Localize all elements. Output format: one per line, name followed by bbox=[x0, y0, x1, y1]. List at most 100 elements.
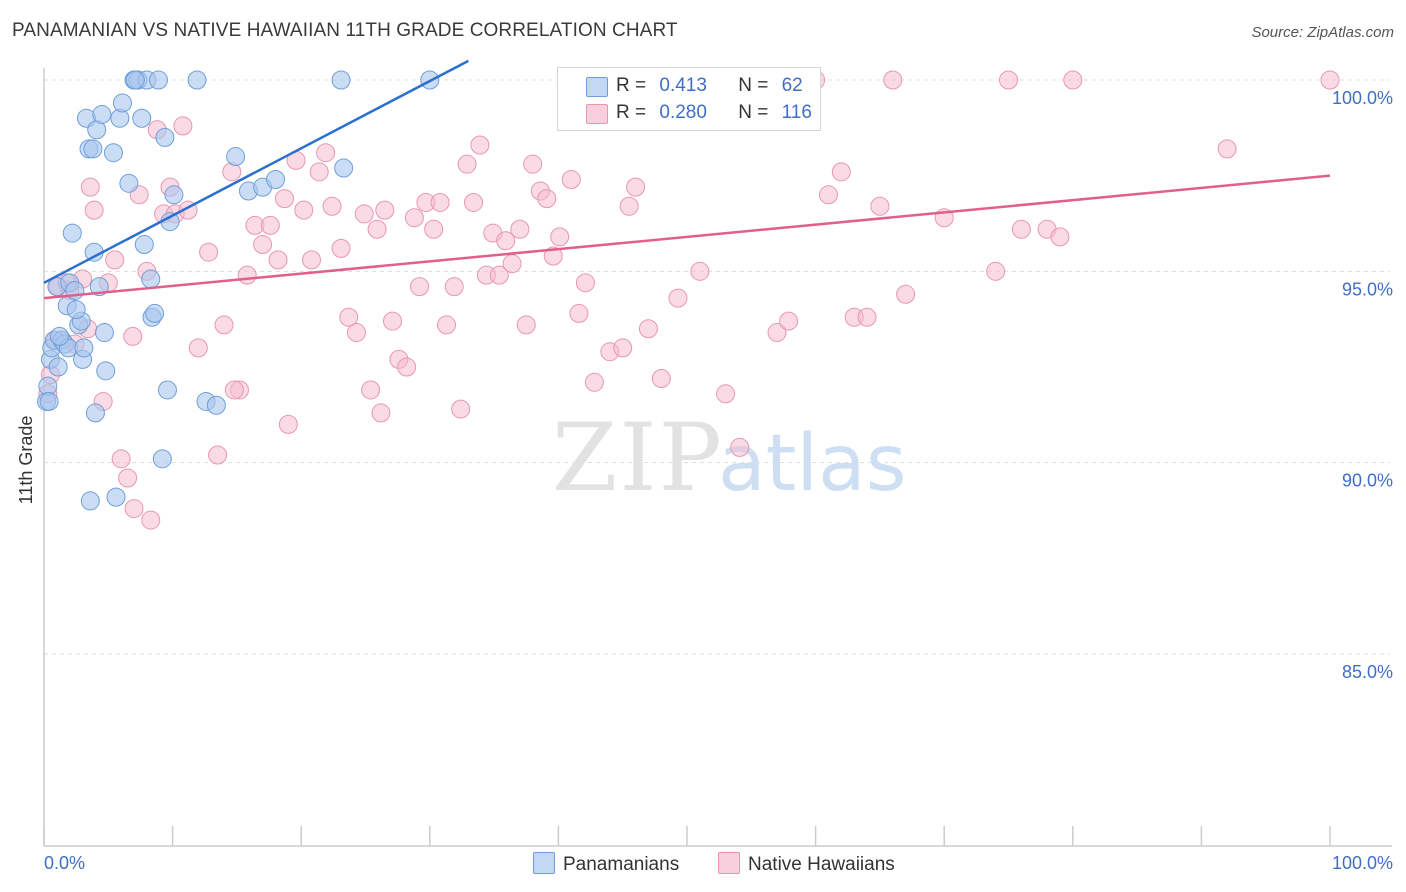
native-hawaiians-point-116 bbox=[123, 326, 143, 346]
native-hawaiians-point-49 bbox=[361, 380, 381, 400]
native-hawaiians-point-65 bbox=[470, 135, 490, 155]
panamanians-point-55 bbox=[334, 158, 354, 178]
native-hawaiians-point-13 bbox=[105, 250, 125, 270]
native-hawaiians-point-43 bbox=[316, 143, 336, 163]
series-panamanians bbox=[37, 70, 440, 511]
panamanians-point-32 bbox=[119, 173, 139, 193]
source-label: Source: ZipAtlas.com bbox=[1251, 24, 1394, 41]
legend-n-value-2: 116 bbox=[781, 102, 812, 123]
native-hawaiians-point-89 bbox=[690, 261, 710, 281]
native-hawaiians-point-118 bbox=[371, 403, 391, 423]
native-hawaiians-point-110 bbox=[999, 70, 1018, 90]
panamanians-point-59 bbox=[66, 300, 86, 320]
panamanians-point-19 bbox=[80, 491, 100, 511]
native-hawaiians-point-59 bbox=[430, 192, 450, 212]
chart-title: PANAMANIAN VS NATIVE HAWAIIAN 11TH GRADE… bbox=[12, 20, 678, 41]
legend-swatch-pink bbox=[586, 104, 608, 124]
native-hawaiians-point-14 bbox=[111, 449, 131, 469]
native-hawaiians-point-94 bbox=[779, 311, 799, 331]
native-hawaiians-point-36 bbox=[268, 250, 288, 270]
native-hawaiians-point-52 bbox=[383, 311, 403, 331]
native-hawaiians-point-75 bbox=[537, 189, 557, 209]
panamanians-point-53 bbox=[265, 169, 285, 189]
native-hawaiians-point-69 bbox=[496, 231, 516, 251]
panamanians-point-47 bbox=[187, 70, 207, 90]
native-hawaiians-point-45 bbox=[331, 238, 351, 258]
panamanians-point-50 bbox=[226, 147, 246, 167]
native-hawaiians-point-56 bbox=[410, 277, 430, 297]
native-hawaiians-point-46 bbox=[339, 307, 359, 327]
native-hawaiians-point-47 bbox=[346, 323, 366, 343]
native-hawaiians-point-108 bbox=[1217, 139, 1237, 159]
native-hawaiians-point-9 bbox=[80, 177, 100, 197]
legend-swatch-panamanians bbox=[533, 852, 555, 874]
native-hawaiians-point-42 bbox=[309, 162, 329, 182]
native-hawaiians-point-55 bbox=[404, 208, 424, 228]
native-hawaiians-point-51 bbox=[375, 200, 395, 220]
y-tick-label-1: 90.0% bbox=[1342, 471, 1393, 491]
native-hawaiians-point-54 bbox=[397, 357, 417, 377]
grid-lines bbox=[44, 79, 1390, 655]
panamanians-point-40 bbox=[145, 303, 165, 323]
native-hawaiians-point-37 bbox=[274, 189, 294, 209]
native-hawaiians-point-76 bbox=[543, 246, 563, 266]
native-hawaiians-point-62 bbox=[451, 399, 471, 419]
native-hawaiians-point-68 bbox=[489, 265, 509, 285]
legend-r-label-1: R = bbox=[616, 75, 647, 96]
panamanians-point-29 bbox=[106, 487, 126, 507]
panamanians-point-60 bbox=[74, 338, 94, 358]
native-hawaiians-trend-line bbox=[43, 174, 1331, 300]
panamanians-point-43 bbox=[155, 127, 175, 147]
panamanians-point-20 bbox=[83, 139, 103, 159]
native-hawaiians-point-91 bbox=[730, 437, 750, 457]
legend-swatch-blue bbox=[586, 77, 608, 97]
x-tick-label-1: 100.0% bbox=[1332, 853, 1393, 873]
trend-lines bbox=[43, 59, 1331, 300]
panamanians-point-28 bbox=[103, 143, 123, 163]
legend-r-value-1: 0.413 bbox=[659, 75, 707, 96]
panamanians-point-22 bbox=[85, 403, 105, 423]
legend-n-label-1: N = bbox=[738, 75, 769, 96]
y-tick-label-3: 100.0% bbox=[1332, 88, 1393, 108]
native-hawaiians-point-24 bbox=[173, 116, 193, 136]
native-hawaiians-point-78 bbox=[561, 169, 581, 189]
panamanians-point-44 bbox=[157, 380, 177, 400]
native-hawaiians-point-79 bbox=[569, 303, 589, 323]
legend-n-label-2: N = bbox=[738, 102, 769, 123]
panamanians-point-31 bbox=[112, 93, 132, 113]
panamanians-point-46 bbox=[164, 185, 184, 205]
native-hawaiians-point-101 bbox=[896, 284, 916, 304]
native-hawaiians-point-93 bbox=[767, 323, 787, 343]
native-hawaiians-point-44 bbox=[322, 196, 342, 216]
y-tick-label-2: 95.0% bbox=[1342, 279, 1393, 299]
native-hawaiians-point-71 bbox=[510, 219, 530, 239]
legend-item-panamanians: Panamanians bbox=[533, 852, 679, 876]
panamanians-point-58 bbox=[49, 326, 69, 346]
panamanians-point-12 bbox=[62, 223, 82, 243]
legend-n-value-1: 62 bbox=[781, 75, 803, 96]
native-hawaiians-point-84 bbox=[619, 196, 639, 216]
native-hawaiians-point-16 bbox=[124, 499, 144, 519]
native-hawaiians-point-32 bbox=[237, 265, 257, 285]
native-hawaiians-point-77 bbox=[550, 227, 570, 247]
native-hawaiians-point-40 bbox=[294, 200, 314, 220]
native-hawaiians-point-106 bbox=[1050, 227, 1070, 247]
x-tick-label-0: 0.0% bbox=[44, 853, 85, 873]
panamanians-point-54 bbox=[331, 70, 351, 90]
watermark-atlas: atlas bbox=[718, 419, 907, 509]
native-hawaiians-point-60 bbox=[437, 315, 457, 335]
native-hawaiians-point-99 bbox=[857, 307, 877, 327]
legend-label-native-hawaiians: Native Hawaiians bbox=[748, 854, 895, 875]
panamanians-point-41 bbox=[148, 70, 168, 90]
native-hawaiians-point-63 bbox=[457, 154, 477, 174]
native-hawaiians-point-103 bbox=[986, 261, 1006, 281]
panamanians-point-25 bbox=[92, 104, 112, 124]
legend-item-native-hawaiians: Native Hawaiians bbox=[718, 852, 895, 876]
native-hawaiians-point-96 bbox=[818, 185, 838, 205]
native-hawaiians-point-117 bbox=[224, 380, 244, 400]
native-hawaiians-point-64 bbox=[464, 192, 484, 212]
panamanians-point-24 bbox=[89, 277, 109, 297]
native-hawaiians-point-41 bbox=[301, 250, 321, 270]
native-hawaiians-point-19 bbox=[141, 510, 161, 530]
